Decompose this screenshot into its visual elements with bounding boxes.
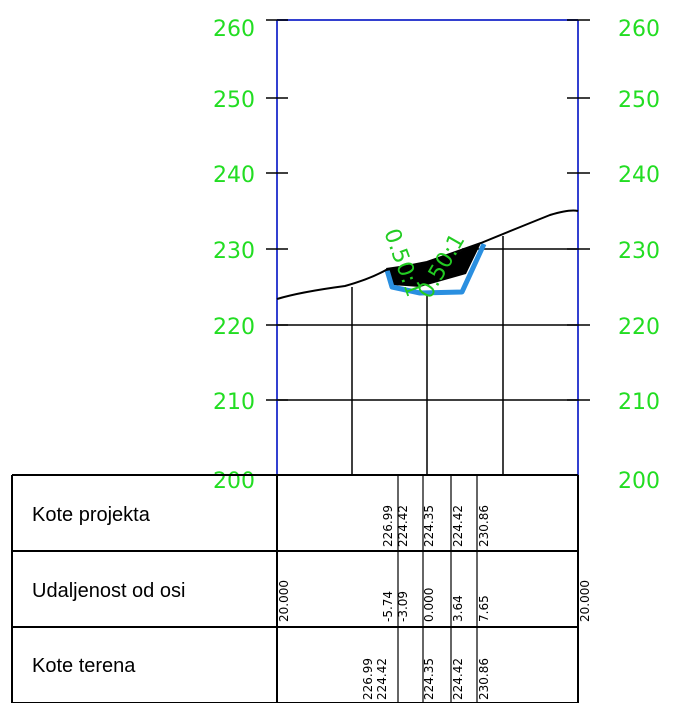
- left-label-210: 210: [213, 390, 255, 415]
- right-label-200: 200: [618, 469, 660, 494]
- row-label-udaljenost: Udaljenost od osi: [32, 580, 185, 602]
- kote-projekta-values: 226.99 224.42 224.35 224.42 230.86: [381, 505, 491, 547]
- ticks: [266, 19, 590, 401]
- kp-value-2: 224.42: [396, 505, 410, 547]
- kp-value-5: 230.86: [477, 505, 491, 547]
- right-elevation-labels: 260 250 240 230 220 210 200: [618, 17, 660, 494]
- ud-edge-right: 20.000: [578, 580, 592, 622]
- ud-value-5: 7.65: [477, 595, 491, 622]
- cut-area: [386, 243, 481, 287]
- udaljenost-values: 20.000 -5.74 -3.09 0.000 3.64 7.65 20.00…: [277, 580, 592, 622]
- left-label-250: 250: [213, 88, 255, 113]
- drainage-channel: [384, 242, 487, 296]
- left-label-220: 220: [213, 315, 255, 340]
- row-label-kote-terena: Kote terena: [32, 655, 136, 677]
- kote-terena-values: 226.99 224.42 224.35 224.42 230.86: [361, 658, 491, 700]
- left-label-200: 200: [213, 469, 255, 494]
- right-label-260: 260: [618, 17, 660, 42]
- right-label-240: 240: [618, 163, 660, 188]
- terrain-line: [276, 209, 579, 300]
- kt-value-4: 224.42: [451, 658, 465, 700]
- data-table: [11, 474, 579, 703]
- kt-value-3: 224.35: [422, 658, 436, 700]
- ud-value-1: -5.74: [381, 591, 395, 622]
- left-label-230: 230: [213, 239, 255, 264]
- kt-value-1: 226.99: [361, 658, 375, 700]
- ud-value-4: 3.64: [451, 595, 465, 622]
- right-label-250: 250: [618, 88, 660, 113]
- kp-value-3: 224.35: [422, 505, 436, 547]
- left-elevation-labels: 260 250 240 230 220 210 200: [213, 17, 255, 494]
- row-label-kote-projekta: Kote projekta: [32, 504, 151, 526]
- kt-value-5: 230.86: [477, 658, 491, 700]
- right-label-210: 210: [618, 390, 660, 415]
- kp-value-4: 224.42: [451, 505, 465, 547]
- kp-value-1: 226.99: [381, 505, 395, 547]
- table-column-lines: [397, 475, 478, 703]
- right-label-220: 220: [618, 315, 660, 340]
- ud-value-2: -3.09: [396, 591, 410, 622]
- ud-edge-left: 20.000: [277, 580, 291, 622]
- left-label-260: 260: [213, 17, 255, 42]
- kt-value-2: 224.42: [375, 658, 389, 700]
- ud-value-3: 0.000: [422, 588, 436, 622]
- right-label-230: 230: [618, 239, 660, 264]
- left-label-240: 240: [213, 163, 255, 188]
